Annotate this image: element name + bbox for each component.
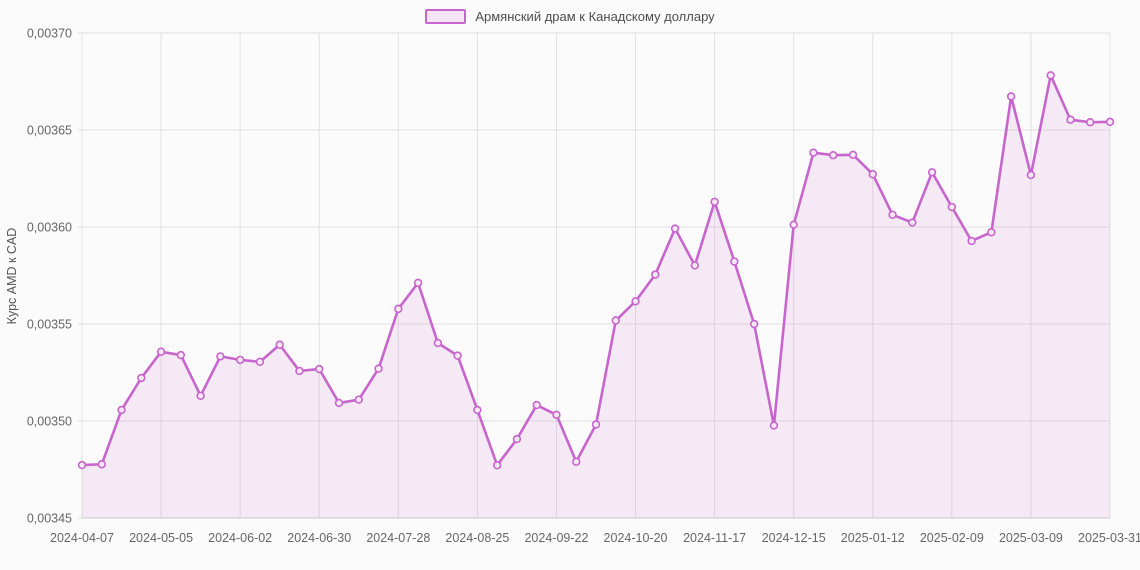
x-tick-label: 2024-10-20 (604, 531, 668, 545)
data-point-marker[interactable] (235, 355, 245, 365)
data-point-marker[interactable] (888, 210, 897, 219)
data-point-marker[interactable] (730, 257, 739, 266)
data-point-marker[interactable] (97, 460, 106, 469)
data-point-marker[interactable] (1066, 115, 1075, 124)
legend-swatch (425, 8, 467, 24)
data-point-marker[interactable] (651, 270, 660, 279)
y-tick-label: 0,00365 (27, 124, 72, 138)
data-point-marker[interactable] (374, 364, 383, 373)
data-point-marker[interactable] (552, 410, 561, 419)
x-tick-label: 2024-11-17 (683, 531, 746, 545)
x-tick-label: 2024-12-15 (762, 531, 826, 545)
data-point-marker[interactable] (196, 391, 205, 400)
data-point-marker[interactable] (1086, 118, 1095, 127)
data-point-marker[interactable] (1026, 170, 1036, 180)
x-tick-label: 2024-06-30 (287, 531, 351, 545)
data-point-marker[interactable] (453, 351, 462, 360)
data-point-marker[interactable] (137, 373, 146, 383)
data-point-marker[interactable] (1006, 92, 1016, 101)
data-point-marker[interactable] (908, 218, 917, 227)
x-tick-label: 2024-06-02 (208, 531, 272, 545)
data-point-marker[interactable] (749, 319, 759, 329)
y-tick-label: 0,00350 (27, 415, 72, 429)
data-point-marker[interactable] (275, 340, 284, 349)
data-point-marker[interactable] (809, 148, 818, 157)
data-point-marker[interactable] (216, 352, 225, 361)
data-point-marker[interactable] (611, 316, 620, 325)
data-point-marker[interactable] (255, 357, 265, 367)
data-point-marker[interactable] (829, 151, 838, 160)
data-point-marker[interactable] (334, 398, 344, 408)
x-tick-label: 2024-04-07 (50, 531, 114, 545)
data-point-marker[interactable] (413, 278, 423, 288)
legend-label: Армянский драм к Канадскому доллару (475, 8, 715, 24)
data-point-marker[interactable] (631, 297, 640, 306)
data-point-marker[interactable] (176, 350, 186, 360)
legend-item[interactable]: Армянский драм к Канадскому доллару (0, 6, 1140, 26)
data-point-marker[interactable] (868, 170, 877, 179)
data-point-marker[interactable] (987, 228, 996, 237)
data-point-marker[interactable] (394, 304, 403, 314)
data-point-marker[interactable] (848, 150, 858, 160)
data-point-marker[interactable] (77, 460, 87, 470)
data-point-marker[interactable] (315, 364, 324, 374)
data-point-marker[interactable] (572, 457, 581, 466)
series-area (82, 75, 1110, 518)
data-point-marker[interactable] (947, 202, 957, 212)
data-point-marker[interactable] (710, 197, 719, 206)
data-point-marker[interactable] (967, 236, 976, 246)
y-tick-label: 0,00360 (27, 221, 72, 235)
x-tick-label: 2025-03-31 (1078, 531, 1140, 545)
y-tick-label: 0,00370 (27, 27, 72, 41)
data-point-marker[interactable] (532, 400, 541, 410)
x-tick-label: 2025-02-09 (920, 531, 984, 545)
data-point-marker[interactable] (927, 168, 937, 177)
data-point-marker[interactable] (473, 405, 482, 415)
y-tick-label: 0,00355 (27, 318, 72, 332)
data-point-marker[interactable] (1105, 117, 1115, 127)
x-tick-label: 2024-09-22 (524, 531, 588, 545)
data-point-marker[interactable] (789, 220, 798, 229)
data-point-marker[interactable] (1046, 71, 1055, 80)
x-tick-label: 2024-07-28 (366, 531, 430, 545)
y-axis-title: Курс AMD к CAD (5, 227, 19, 325)
data-point-marker[interactable] (433, 338, 443, 348)
x-tick-label: 2024-05-05 (129, 531, 193, 545)
data-point-marker[interactable] (156, 347, 166, 356)
data-point-marker[interactable] (769, 421, 779, 430)
data-point-marker[interactable] (492, 461, 502, 470)
x-tick-label: 2024-08-25 (445, 531, 509, 545)
x-tick-label: 2025-03-09 (999, 531, 1063, 545)
data-point-marker[interactable] (690, 261, 700, 270)
data-point-marker[interactable] (117, 405, 126, 415)
data-point-marker[interactable] (354, 395, 363, 404)
data-point-marker[interactable] (295, 366, 304, 376)
data-point-marker[interactable] (512, 434, 522, 444)
x-tick-label: 2025-01-12 (841, 531, 905, 545)
y-tick-label: 0,00345 (27, 512, 72, 526)
data-point-marker[interactable] (670, 224, 680, 233)
data-point-marker[interactable] (591, 420, 601, 429)
